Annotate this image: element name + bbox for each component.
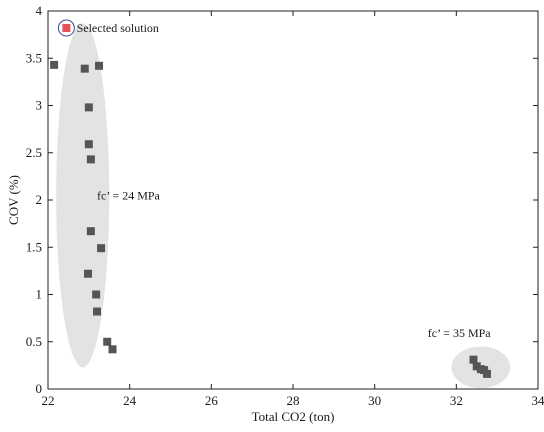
annotation-3: fc’ = 35 MPa [428,326,492,340]
data-point [84,103,93,112]
y-tick-label: 2.5 [26,145,42,160]
data-point [86,227,95,236]
y-tick-label: 3 [36,98,43,113]
x-tick-label: 24 [123,393,137,408]
data-point [97,244,106,253]
annotation-1: Selected solution [77,21,159,35]
selected-solution-ring [57,19,75,37]
x-axis-label: Total CO2 (ton) [252,409,335,424]
y-tick-label: 1 [36,287,43,302]
data-point [84,269,93,278]
x-tick-label: 34 [532,393,544,408]
data-point [80,64,89,73]
data-point [50,60,59,69]
annotations: Selected solution fc’ = 24 MPa fc’ = 35 MP… [77,21,492,340]
y-tick-label: 0.5 [26,334,42,349]
x-tick-label: 28 [287,393,300,408]
axis-ticks: 22 24 26 28 30 32 34 0 0.5 1 1.5 2 2.5 3 3.5 4 [26,3,544,408]
data-point [86,155,95,164]
x-tick-label: 22 [42,393,55,408]
y-tick-label: 1.5 [26,239,42,254]
data-point [469,355,478,364]
y-tick-label: 2 [36,192,43,207]
data-points [50,19,491,378]
annotation-2: fc’ = 24 MPa [97,188,161,202]
cluster-region-1 [56,23,110,368]
selected-solution-point [62,24,71,33]
y-tick-label: 3.5 [26,50,42,65]
data-point [472,362,481,371]
y-tick-label: 0 [36,381,43,396]
data-point [108,345,117,354]
y-axis-label: COV (%) [6,175,21,225]
x-tick-label: 32 [450,393,463,408]
data-point [84,140,93,149]
data-point [93,307,101,316]
data-point [103,337,112,346]
x-tick-label: 26 [205,393,219,408]
y-tick-label: 4 [36,3,43,18]
data-point [482,369,491,378]
x-tick-label: 30 [368,393,381,408]
data-point [92,290,101,299]
data-point [95,61,104,70]
